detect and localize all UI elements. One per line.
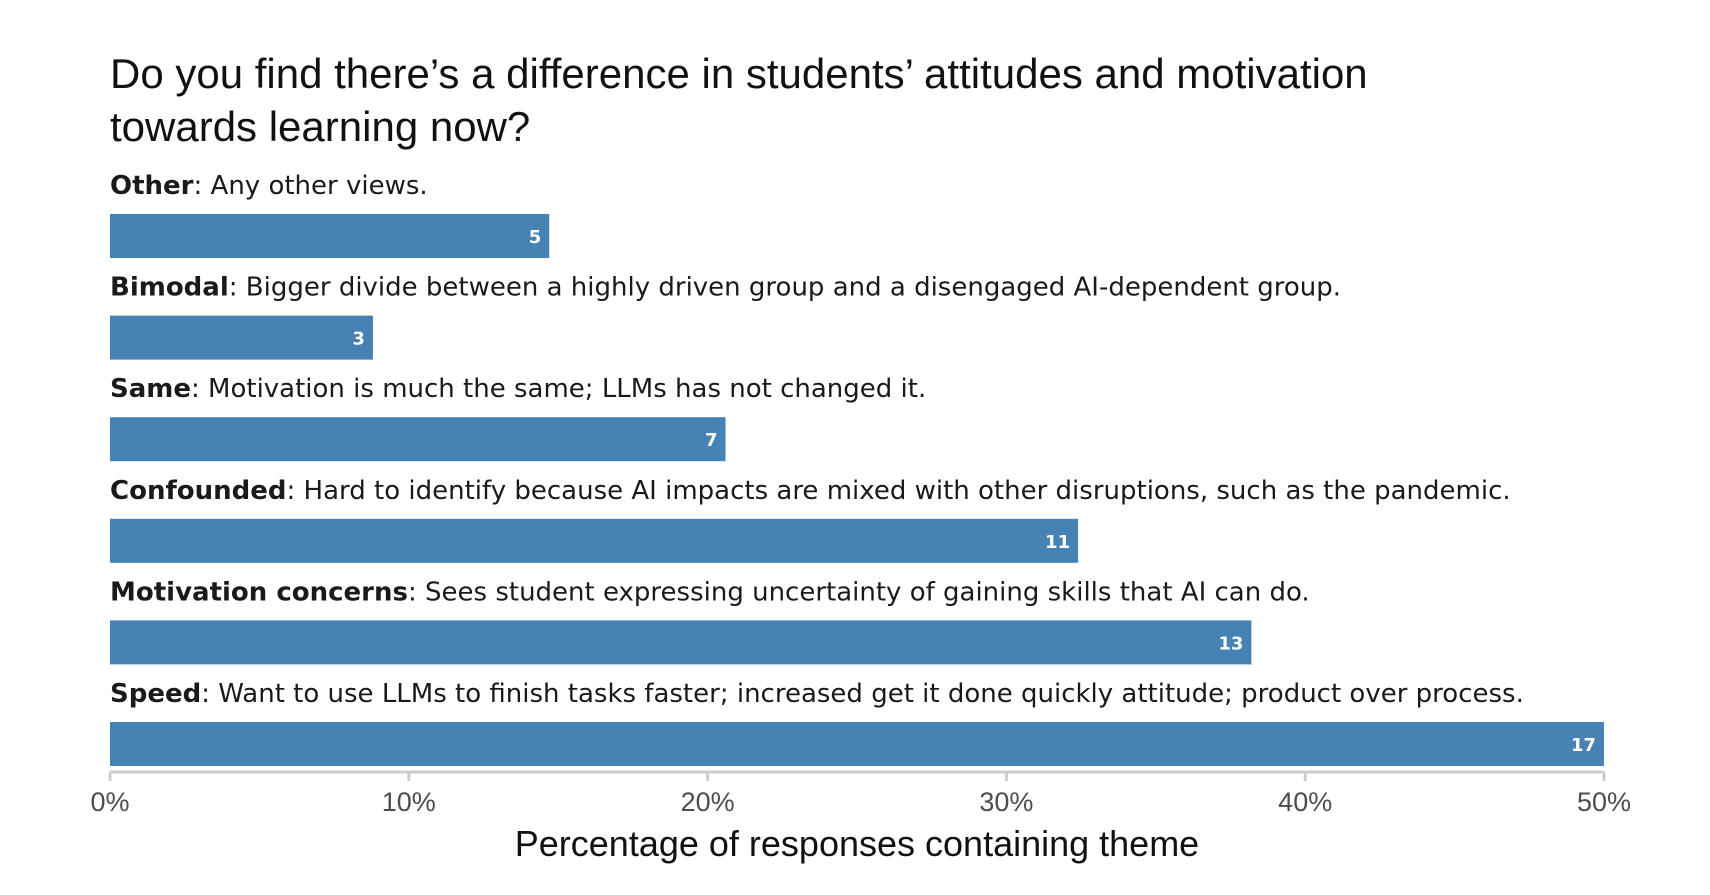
- x-tick-label: 10%: [382, 787, 436, 817]
- bars: Other: Any other views. 5 Bimodal: Bigger …: [110, 171, 1604, 766]
- category-description: Sees student expressing uncertainty of g…: [425, 577, 1310, 607]
- category-description: Bigger divide between a highly driven gr…: [246, 273, 1341, 303]
- category-name: Speed: [110, 679, 201, 709]
- bar-bimodal: [110, 315, 373, 360]
- x-tick-label: 20%: [681, 787, 735, 817]
- x-axis: 0% 10% 20% 30% 40% 50%: [90, 770, 1631, 817]
- x-tick-label: 0%: [90, 787, 129, 817]
- bar-value-same: 7: [705, 430, 718, 451]
- x-tick-label: 40%: [1278, 787, 1332, 817]
- bar-value-motivation-concerns: 13: [1218, 633, 1243, 654]
- category-label-same: Same: Motivation is much the same; LLMs …: [110, 374, 926, 404]
- category-label-speed: Speed: Want to use LLMs to finish tasks …: [110, 679, 1524, 709]
- bar-confounded: [110, 518, 1079, 563]
- bar-other: [110, 214, 550, 258]
- chart-title: Do you find there’s a difference in stud…: [110, 50, 1368, 150]
- category-description: Hard to identify because AI impacts are …: [304, 476, 1511, 506]
- category-separator: :: [191, 374, 208, 404]
- category-separator: :: [408, 577, 425, 607]
- category-label-confounded: Confounded: Hard to identify because AI …: [110, 476, 1511, 506]
- category-description: Any other views.: [211, 171, 428, 201]
- category-name: Other: [110, 171, 194, 201]
- category-name: Confounded: [110, 476, 287, 506]
- category-name: Motivation concerns: [110, 577, 408, 607]
- category-separator: :: [287, 476, 304, 506]
- bar-motivation-concerns: [110, 620, 1252, 665]
- category-name: Bimodal: [110, 273, 229, 303]
- x-tick-label: 30%: [979, 787, 1033, 817]
- bar-same: [110, 417, 726, 462]
- category-description: Motivation is much the same; LLMs has no…: [208, 374, 926, 404]
- category-description: Want to use LLMs to finish tasks faster;…: [218, 679, 1524, 709]
- bar-speed: [110, 722, 1604, 766]
- bar-value-other: 5: [529, 227, 542, 248]
- bar-value-bimodal: 3: [352, 329, 365, 350]
- bar-value-confounded: 11: [1045, 532, 1070, 553]
- x-tick-label: 50%: [1577, 787, 1631, 817]
- category-separator: :: [194, 171, 211, 201]
- category-name: Same: [110, 374, 191, 404]
- chart-title-line-2: towards learning now?: [110, 103, 530, 150]
- category-separator: :: [229, 273, 246, 303]
- category-label-motivation-concerns: Motivation concerns: Sees student expres…: [110, 577, 1310, 607]
- chart-title-line-1: Do you find there’s a difference in stud…: [110, 50, 1368, 97]
- category-label-other: Other: Any other views.: [110, 171, 428, 201]
- x-axis-title: Percentage of responses containing theme: [515, 823, 1199, 864]
- category-label-bimodal: Bimodal: Bigger divide between a highly …: [110, 273, 1341, 303]
- bar-value-speed: 17: [1571, 735, 1596, 756]
- category-separator: :: [201, 679, 218, 709]
